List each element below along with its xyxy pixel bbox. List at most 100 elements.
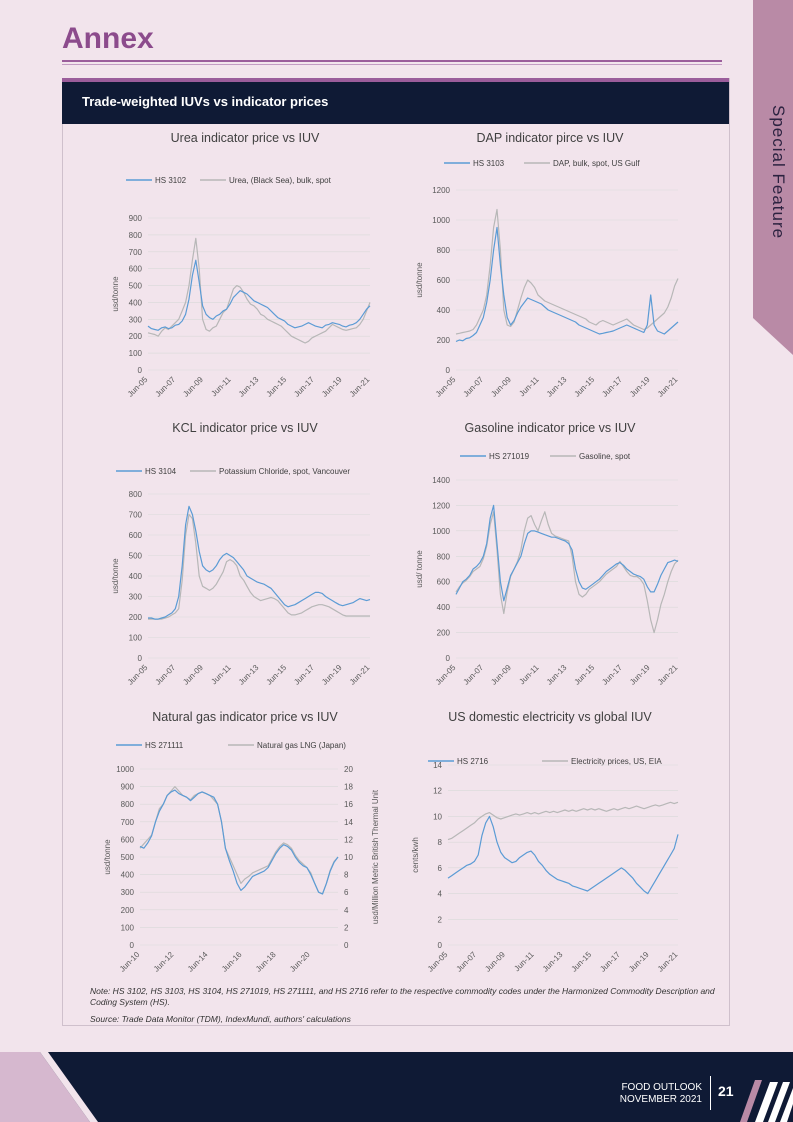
series-line (148, 505, 371, 620)
x-tick-label: Jun-11 (209, 663, 233, 687)
x-tick-label: Jun-11 (517, 375, 541, 399)
x-tick-label: Jun-18 (254, 950, 278, 974)
legend-label: DAP, bulk, spot, US Gulf (553, 159, 640, 168)
y-tick-label: 1200 (432, 186, 450, 195)
y-tick-label: 10 (433, 812, 442, 821)
chart-dap: DAP indicator pirce vs IUV HS 3103 DAP, bu… (415, 131, 680, 399)
y-tick-label: 600 (437, 276, 451, 285)
footer-bar (0, 1052, 793, 1122)
x-tick-label: Jun-19 (320, 375, 344, 399)
y-tick-label: 300 (129, 315, 143, 324)
y-tick-label: 200 (437, 336, 451, 345)
x-tick-label: Jun-13 (237, 375, 261, 399)
y-tick-label: 500 (121, 853, 135, 862)
series-line (455, 504, 679, 602)
x-tick-label: Jun-13 (545, 663, 569, 687)
y-tick-label: 400 (129, 298, 143, 307)
y-tick-label: 500 (129, 282, 143, 291)
legend-label: HS 2716 (457, 757, 489, 766)
y-tick-label: 900 (121, 783, 135, 792)
x-tick-label: Jun-07 (454, 950, 478, 974)
x-tick-label: Jun-15 (572, 375, 596, 399)
y-tick-label: 200 (129, 332, 143, 341)
x-tick-label: Jun-09 (489, 663, 513, 687)
x-tick-label: Jun-19 (320, 663, 344, 687)
x-tick-label: Jun-17 (600, 663, 624, 687)
y-tick-label: 0 (438, 941, 443, 950)
figure-note: Note: HS 3102, HS 3103, HS 3104, HS 2710… (90, 986, 715, 1007)
chart-kcl: KCL indicator price vs IUV HS 3104 Potassi… (111, 421, 372, 687)
y-axis-label: usd/ tonne (415, 550, 424, 588)
y2-tick-label: 6 (344, 888, 349, 897)
y-tick-label: 1200 (432, 501, 450, 510)
x-tick-label: Jun-16 (220, 950, 244, 974)
series-line (455, 208, 679, 335)
y2-tick-label: 14 (344, 818, 353, 827)
page-heading: Annex (62, 22, 154, 55)
y2-tick-label: 20 (344, 765, 353, 774)
y-tick-label: 600 (129, 531, 143, 540)
y-axis-label: usd/tonne (111, 558, 120, 594)
y-tick-label: 0 (138, 654, 143, 663)
x-tick-label: Jun-05 (434, 375, 458, 399)
y-tick-label: 1000 (116, 765, 134, 774)
series-line (139, 785, 339, 895)
x-tick-label: Jun-05 (126, 375, 150, 399)
y-tick-label: 800 (129, 231, 143, 240)
x-tick-label: Jun-13 (237, 663, 261, 687)
x-tick-label: Jun-21 (656, 375, 680, 399)
legend-label: Electricity prices, US, EIA (571, 757, 662, 766)
y-tick-label: 100 (121, 923, 135, 932)
x-tick-label: Jun-11 (209, 375, 233, 399)
series-line (455, 511, 679, 634)
y2-tick-label: 12 (344, 835, 353, 844)
y-tick-label: 200 (129, 613, 143, 622)
x-tick-label: Jun-09 (181, 375, 205, 399)
series-line (147, 259, 371, 331)
chart-title: Gasoline indicator price vs IUV (465, 421, 637, 435)
y-tick-label: 12 (433, 787, 442, 796)
series-line (455, 226, 679, 343)
y-tick-label: 100 (129, 634, 143, 643)
x-tick-label: Jun-15 (264, 375, 288, 399)
x-tick-label: Jun-20 (288, 950, 312, 974)
chart-title: Urea indicator price vs IUV (171, 131, 320, 145)
y-tick-label: 600 (129, 265, 143, 274)
heading-rule-secondary (62, 64, 722, 65)
y-tick-label: 2 (438, 915, 443, 924)
y-tick-label: 8 (438, 838, 443, 847)
y-tick-label: 0 (138, 366, 143, 375)
y2-tick-label: 10 (344, 853, 353, 862)
x-tick-label: Jun-07 (153, 663, 177, 687)
page-number: 21 (718, 1083, 734, 1099)
legend-label: HS 271111 (145, 741, 184, 750)
y-tick-label: 800 (129, 490, 143, 499)
x-tick-label: Jun-21 (348, 663, 372, 687)
y2-tick-label: 2 (344, 923, 349, 932)
legend-label: HS 3102 (155, 176, 187, 185)
x-tick-label: Jun-05 (126, 663, 150, 687)
chart-urea: Urea indicator price vs IUV HS 3102 Urea, … (111, 131, 372, 399)
series-line (139, 789, 339, 895)
footer-publication: FOOD OUTLOOK NOVEMBER 2021 (580, 1082, 702, 1106)
figure-source: Source: Trade Data Monitor (TDM), IndexM… (90, 1014, 351, 1024)
x-tick-label: Jun-09 (489, 375, 513, 399)
legend-label: HS 3104 (145, 467, 177, 476)
y-tick-label: 4 (438, 890, 443, 899)
x-tick-label: Jun-15 (572, 663, 596, 687)
side-label: Special Feature (769, 105, 788, 240)
legend-label: Natural gas LNG (Japan) (257, 741, 346, 750)
x-tick-label: Jun-17 (292, 663, 316, 687)
y-tick-label: 900 (129, 214, 143, 223)
x-tick-label: Jun-09 (483, 950, 507, 974)
y-tick-label: 300 (129, 593, 143, 602)
y-axis-label: cents/kwh (411, 837, 420, 873)
y-tick-label: 600 (437, 578, 451, 587)
legend-label: Gasoline, spot (579, 452, 631, 461)
x-tick-label: Jun-19 (627, 950, 651, 974)
y-tick-label: 1400 (432, 476, 450, 485)
y2-tick-label: 8 (344, 871, 349, 880)
y-tick-label: 200 (437, 629, 451, 638)
chart-natural-gas: Natural gas indicator price vs IUV HS 271… (103, 710, 380, 974)
legend-label: Urea, (Black Sea), bulk, spot (229, 176, 332, 185)
